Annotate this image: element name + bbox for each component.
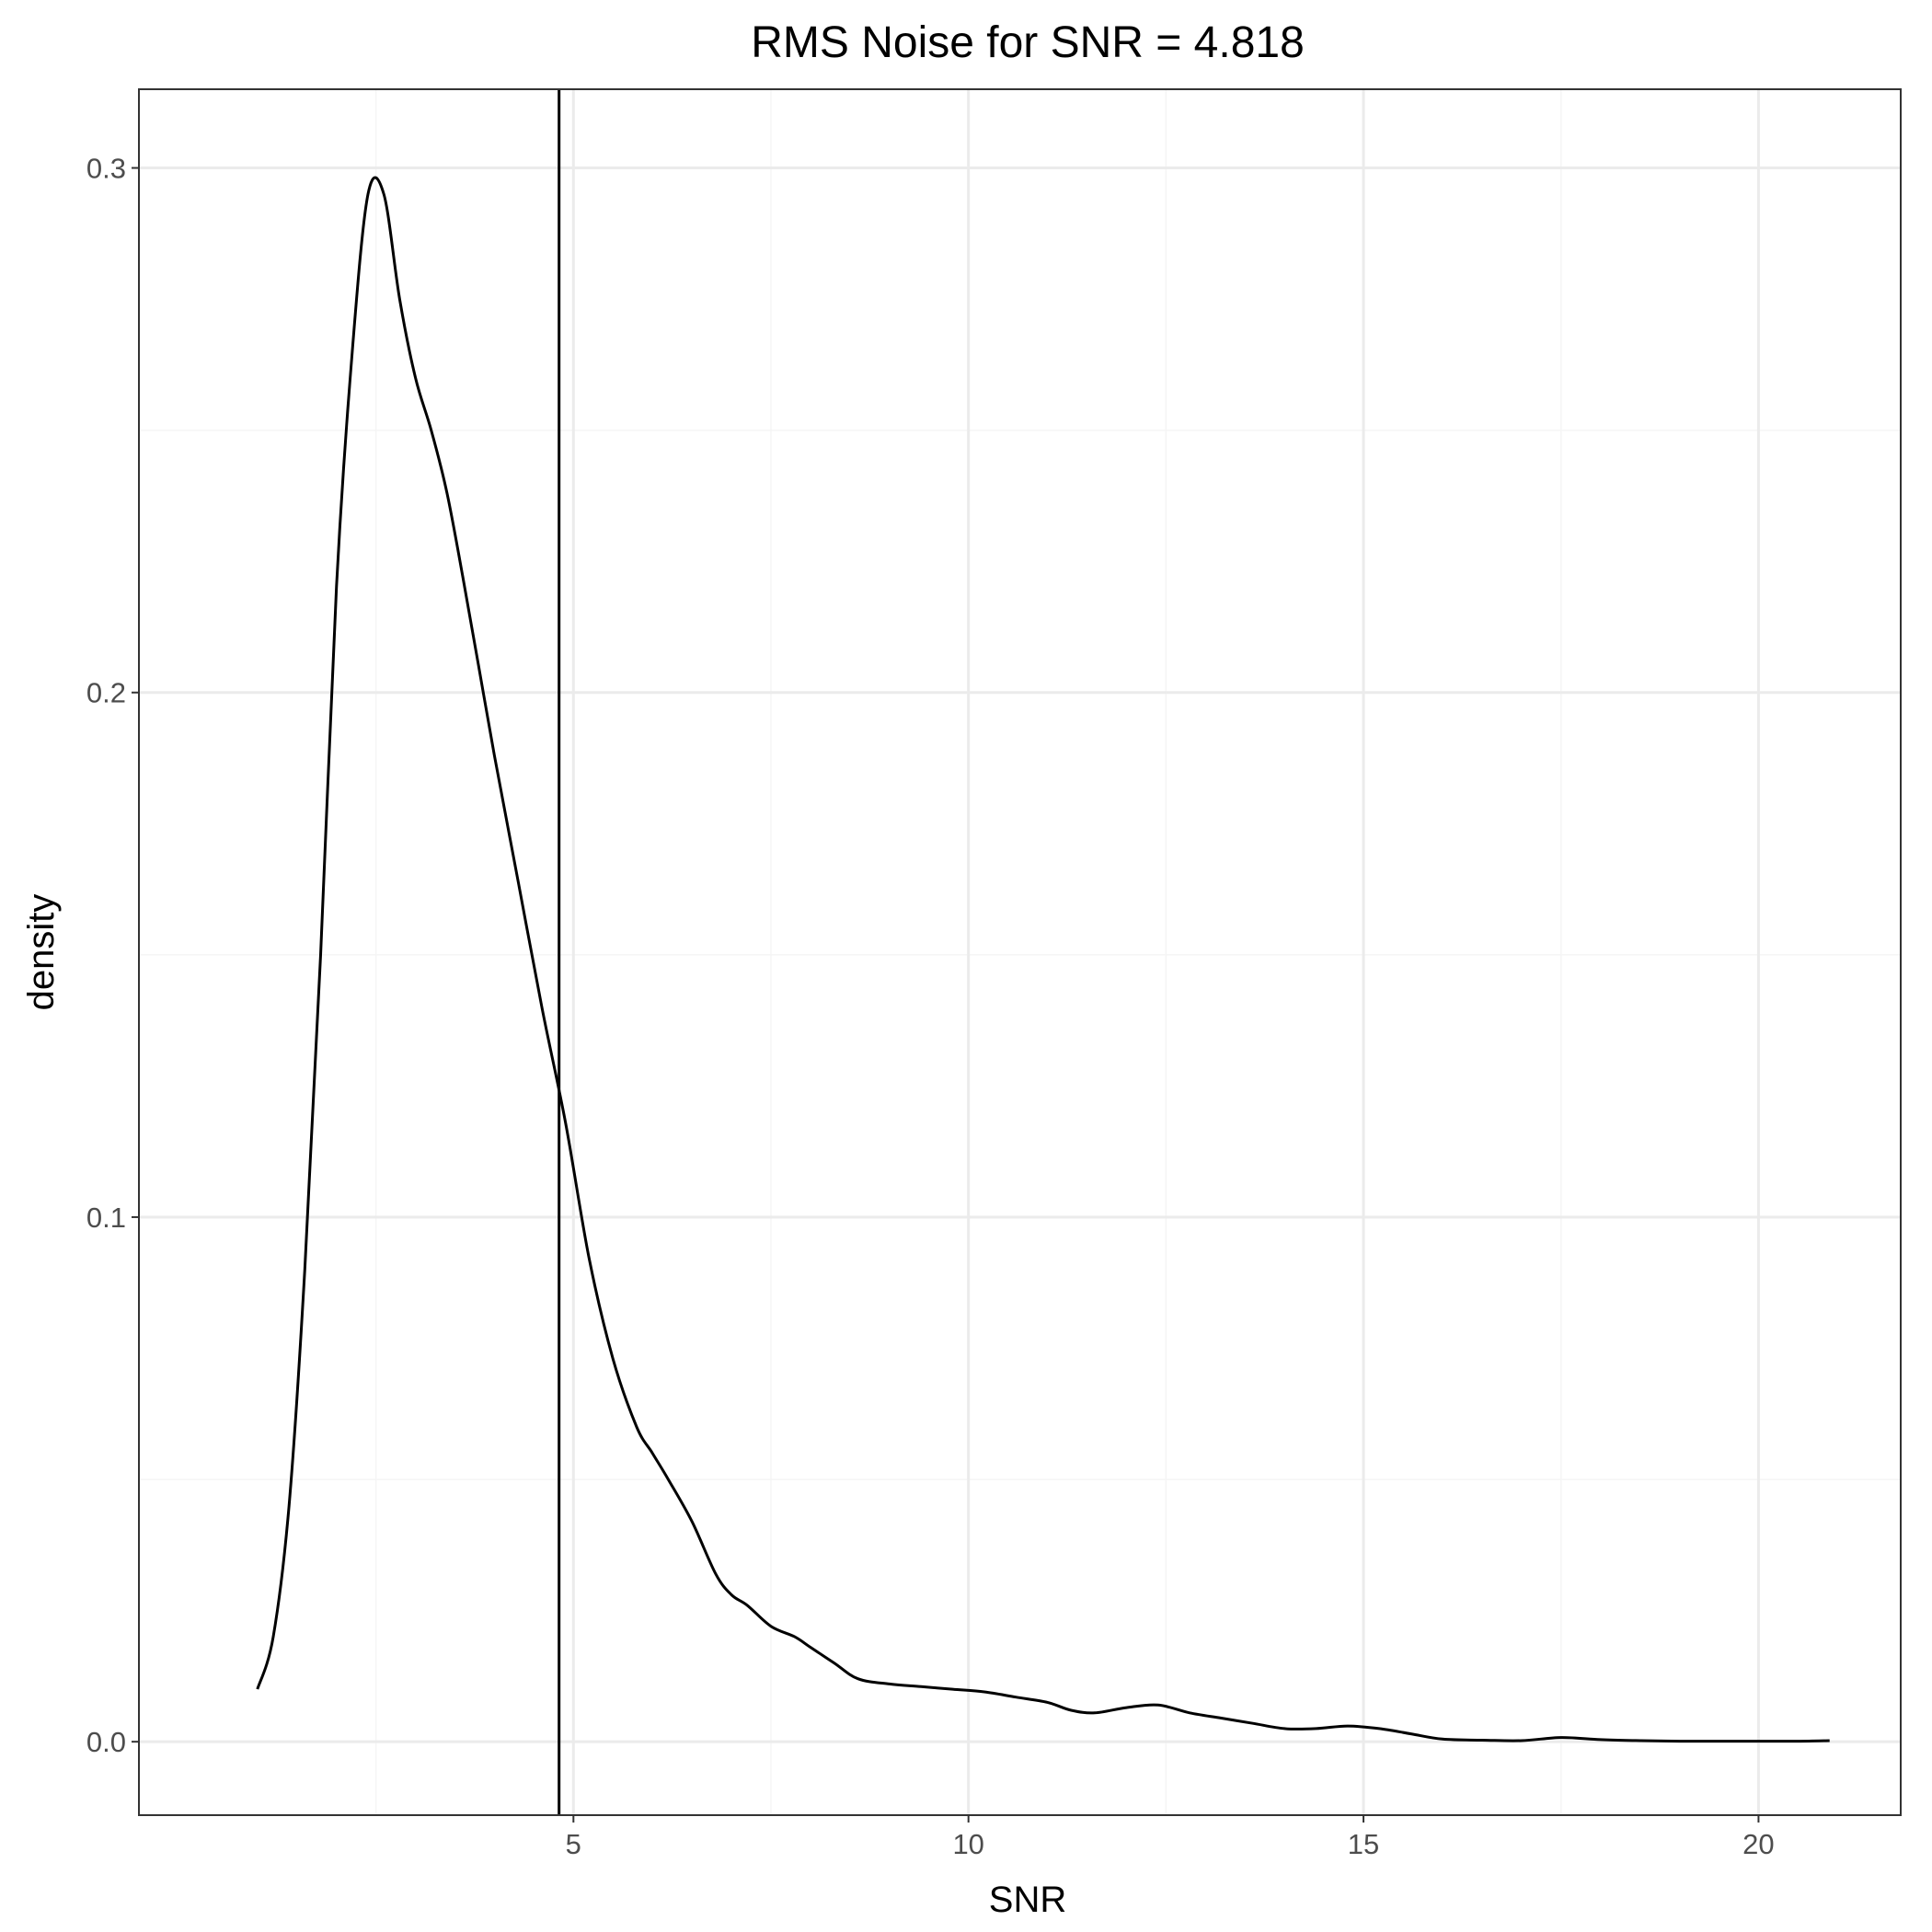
- density-curve: [256, 176, 1830, 1743]
- y-tick-label: 0.2: [86, 677, 126, 709]
- y-axis: 0.0 0.1 0.2 0.3: [86, 153, 139, 1758]
- chart-title: RMS Noise for SNR = 4.818: [751, 18, 1305, 67]
- y-tick-label: 0.3: [86, 153, 126, 185]
- x-tick-label: 10: [952, 1828, 983, 1860]
- x-tick-label: 5: [566, 1828, 581, 1860]
- x-tick-label: 15: [1348, 1828, 1379, 1860]
- y-axis-title: density: [21, 894, 62, 1011]
- x-tick-label: 20: [1742, 1828, 1774, 1860]
- plot-panel-border: [138, 88, 1902, 1816]
- grid-layer: [139, 89, 1901, 1815]
- x-axis: 5 10 15 20: [566, 1815, 1775, 1860]
- y-tick-label: 0.1: [86, 1202, 126, 1234]
- series-layer: [256, 176, 1830, 1743]
- x-axis-title: SNR: [989, 1880, 1066, 1920]
- y-tick-label: 0.0: [86, 1726, 126, 1758]
